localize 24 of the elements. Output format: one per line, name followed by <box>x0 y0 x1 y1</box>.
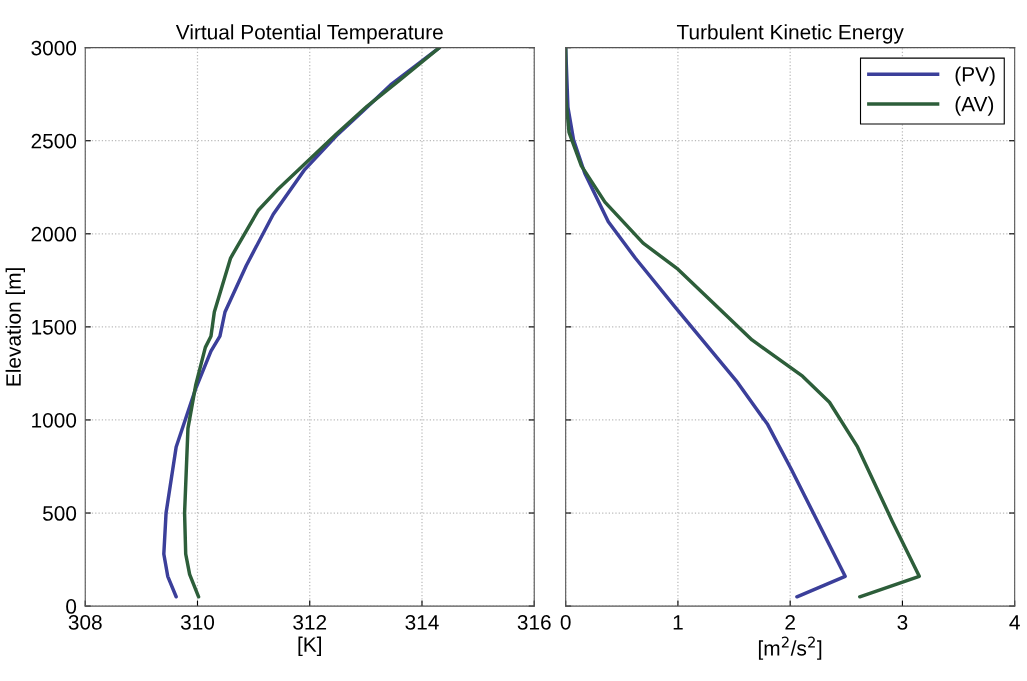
x-tick-label: 310 <box>180 614 215 630</box>
chart-title: Turbulent Kinetic Energy <box>676 24 904 44</box>
y-tick-label: 1500 <box>32 319 77 335</box>
x-tick-label: 3 <box>897 614 908 630</box>
x-tick-label: 0 <box>560 614 571 630</box>
x-axis-title: [m$^{2}$/s$^{2}$] <box>758 636 822 660</box>
chart-title: Virtual Potential Temperature <box>175 24 443 44</box>
x-tick-label: 316 <box>517 614 551 630</box>
x-axis-title: [K] <box>298 636 321 657</box>
y-tick-label: 2000 <box>31 226 77 242</box>
legend-label: (PV) <box>955 66 995 86</box>
y-tick-label: 3000 <box>31 40 77 56</box>
x-tick-label: 314 <box>405 614 439 630</box>
legend-label: (AV) <box>955 96 994 116</box>
y-tick-label: 1000 <box>32 412 77 428</box>
x-tick-label: 1 <box>673 615 683 630</box>
y-tick-label: 0 <box>66 599 77 614</box>
x-tick-label: 308 <box>68 614 102 630</box>
x-tick-label: 2 <box>785 614 795 630</box>
y-tick-label: 2500 <box>31 133 77 149</box>
x-tick-label: 312 <box>293 614 327 630</box>
y-axis-title: Elevation [m] <box>5 268 26 386</box>
y-tick-label: 500 <box>42 506 77 521</box>
x-tick-label: 4 <box>1009 615 1020 630</box>
